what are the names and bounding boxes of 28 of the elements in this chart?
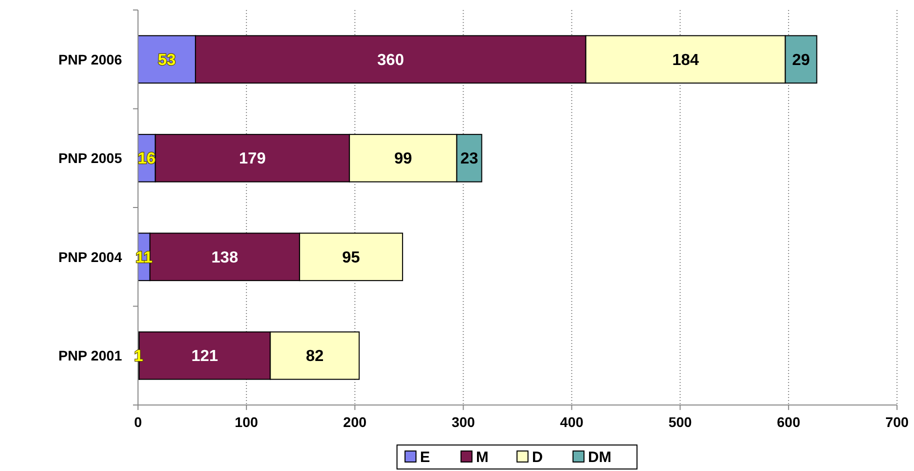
data-label: 360 [377,52,404,69]
legend-label: DM [588,449,612,466]
data-label: 121 [191,348,218,366]
data-label: 184 [672,52,700,69]
x-tick-label: 100 [234,414,258,430]
legend-label: E [420,449,430,466]
data-label: 16 [138,150,156,168]
x-tick-label: 600 [776,414,800,430]
y-tick-label: PNP 2001 [58,348,122,364]
y-tick-label: PNP 2004 [58,248,122,265]
data-label: 29 [792,52,810,69]
legend-label: M [476,449,488,466]
legend-label: D [532,449,543,466]
x-tick-label: 0 [134,414,142,430]
data-label: 82 [306,348,324,366]
data-label: 23 [460,150,478,168]
data-label: 95 [342,249,360,266]
data-label: 179 [239,150,266,168]
x-tick-label: 300 [452,414,476,430]
data-label: 99 [394,150,412,168]
x-tick-label: 700 [885,414,909,430]
y-tick-label: PNP 2006 [58,51,122,68]
x-tick-label: 400 [560,414,584,430]
y-tick-label: PNP 2005 [58,150,122,166]
x-tick-label: 200 [343,414,367,430]
data-label: 53 [158,52,176,69]
x-tick-label: 500 [668,414,692,430]
data-label: 138 [211,249,238,266]
